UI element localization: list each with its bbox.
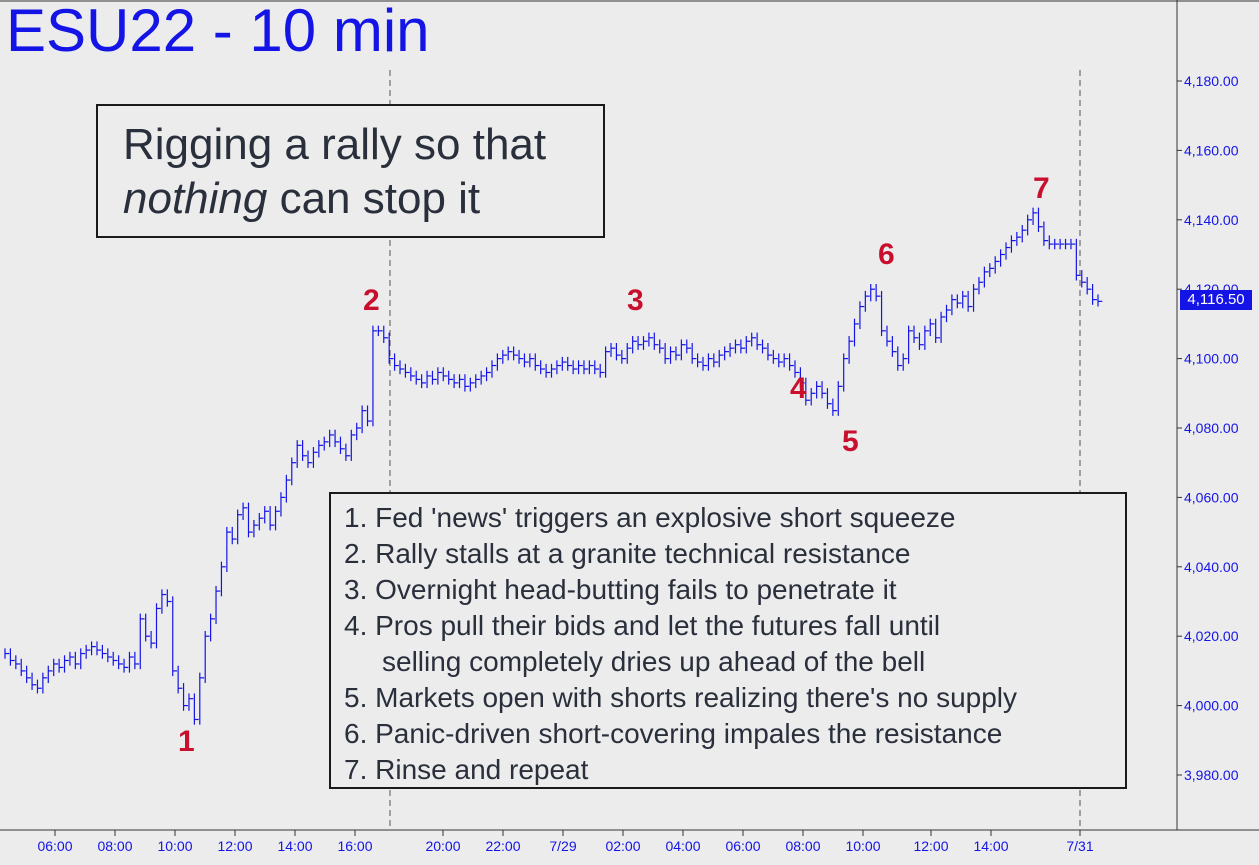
note-4-continued: selling completely dries up ahead of the… bbox=[382, 646, 926, 677]
x-tick-label: 02:00 bbox=[605, 838, 640, 854]
x-tick-label: 10:00 bbox=[157, 838, 192, 854]
y-tick-label: 4,140.00 bbox=[1184, 212, 1239, 228]
x-tick-label: 20:00 bbox=[425, 838, 460, 854]
x-tick-label: 16:00 bbox=[337, 838, 372, 854]
y-tick-label: 4,000.00 bbox=[1184, 698, 1239, 714]
headline-rest: can stop it bbox=[267, 174, 481, 223]
y-tick-label: 4,060.00 bbox=[1184, 489, 1239, 505]
x-tick-label: 7/29 bbox=[549, 838, 576, 854]
headline-box: Rigging a rally so that nothing can stop… bbox=[96, 104, 605, 238]
note-2: 2. Rally stalls at a granite technical r… bbox=[344, 538, 911, 569]
x-tick-label: 06:00 bbox=[725, 838, 760, 854]
y-tick-label: 4,080.00 bbox=[1184, 420, 1239, 436]
x-tick-label: 08:00 bbox=[785, 838, 820, 854]
x-tick-label: 12:00 bbox=[913, 838, 948, 854]
x-tick-label: 12:00 bbox=[217, 838, 252, 854]
x-tick-label: 04:00 bbox=[665, 838, 700, 854]
chart-title: ESU22 - 10 min bbox=[6, 0, 430, 64]
marker-4: 4 bbox=[790, 372, 807, 405]
x-tick-label: 14:00 bbox=[277, 838, 312, 854]
x-tick-label: 7/31 bbox=[1066, 838, 1093, 854]
marker-2: 2 bbox=[363, 284, 380, 317]
headline-line2: nothing can stop it bbox=[123, 172, 603, 226]
marker-1: 1 bbox=[178, 725, 195, 758]
y-axis-ticks: 3,980.00 4,000.00 4,020.00 4,040.00 4,060.00… bbox=[1177, 73, 1239, 783]
marker-3: 3 bbox=[627, 284, 644, 317]
headline-emphasis: nothing bbox=[123, 174, 268, 223]
x-tick-label: 14:00 bbox=[973, 838, 1008, 854]
y-tick-label: 4,180.00 bbox=[1184, 73, 1239, 89]
headline-line1: Rigging a rally so that bbox=[123, 120, 547, 169]
y-tick-label: 4,160.00 bbox=[1184, 142, 1239, 158]
marker-6: 6 bbox=[878, 238, 895, 271]
note-5: 5. Markets open with shorts realizing th… bbox=[344, 682, 1018, 713]
x-tick-label: 10:00 bbox=[845, 838, 880, 854]
x-tick-label: 08:00 bbox=[97, 838, 132, 854]
notes-box: 1. Fed 'news' triggers an explosive shor… bbox=[329, 492, 1127, 789]
y-tick-label: 4,100.00 bbox=[1184, 351, 1239, 367]
note-4: 4. Pros pull their bids and let the futu… bbox=[344, 610, 941, 641]
note-1: 1. Fed 'news' triggers an explosive shor… bbox=[344, 502, 956, 533]
note-6: 6. Panic-driven short-covering impales t… bbox=[344, 718, 1003, 749]
note-7: 7. Rinse and repeat bbox=[344, 754, 589, 785]
note-3: 3. Overnight head-butting fails to penet… bbox=[344, 574, 897, 605]
x-axis-ticks: 06:00 08:00 10:00 12:00 14:00 16:00 20:00 22:00… bbox=[37, 830, 1094, 854]
y-tick-label: 4,020.00 bbox=[1184, 628, 1239, 644]
y-tick-label: 4,040.00 bbox=[1184, 559, 1239, 575]
y-tick-label: 3,980.00 bbox=[1184, 767, 1239, 783]
marker-5: 5 bbox=[842, 425, 859, 458]
price-bars bbox=[4, 207, 1103, 725]
x-tick-label: 06:00 bbox=[37, 838, 72, 854]
last-price-tag: 4,116.50 bbox=[1180, 290, 1252, 310]
x-tick-label: 22:00 bbox=[485, 838, 520, 854]
marker-7: 7 bbox=[1033, 172, 1050, 205]
